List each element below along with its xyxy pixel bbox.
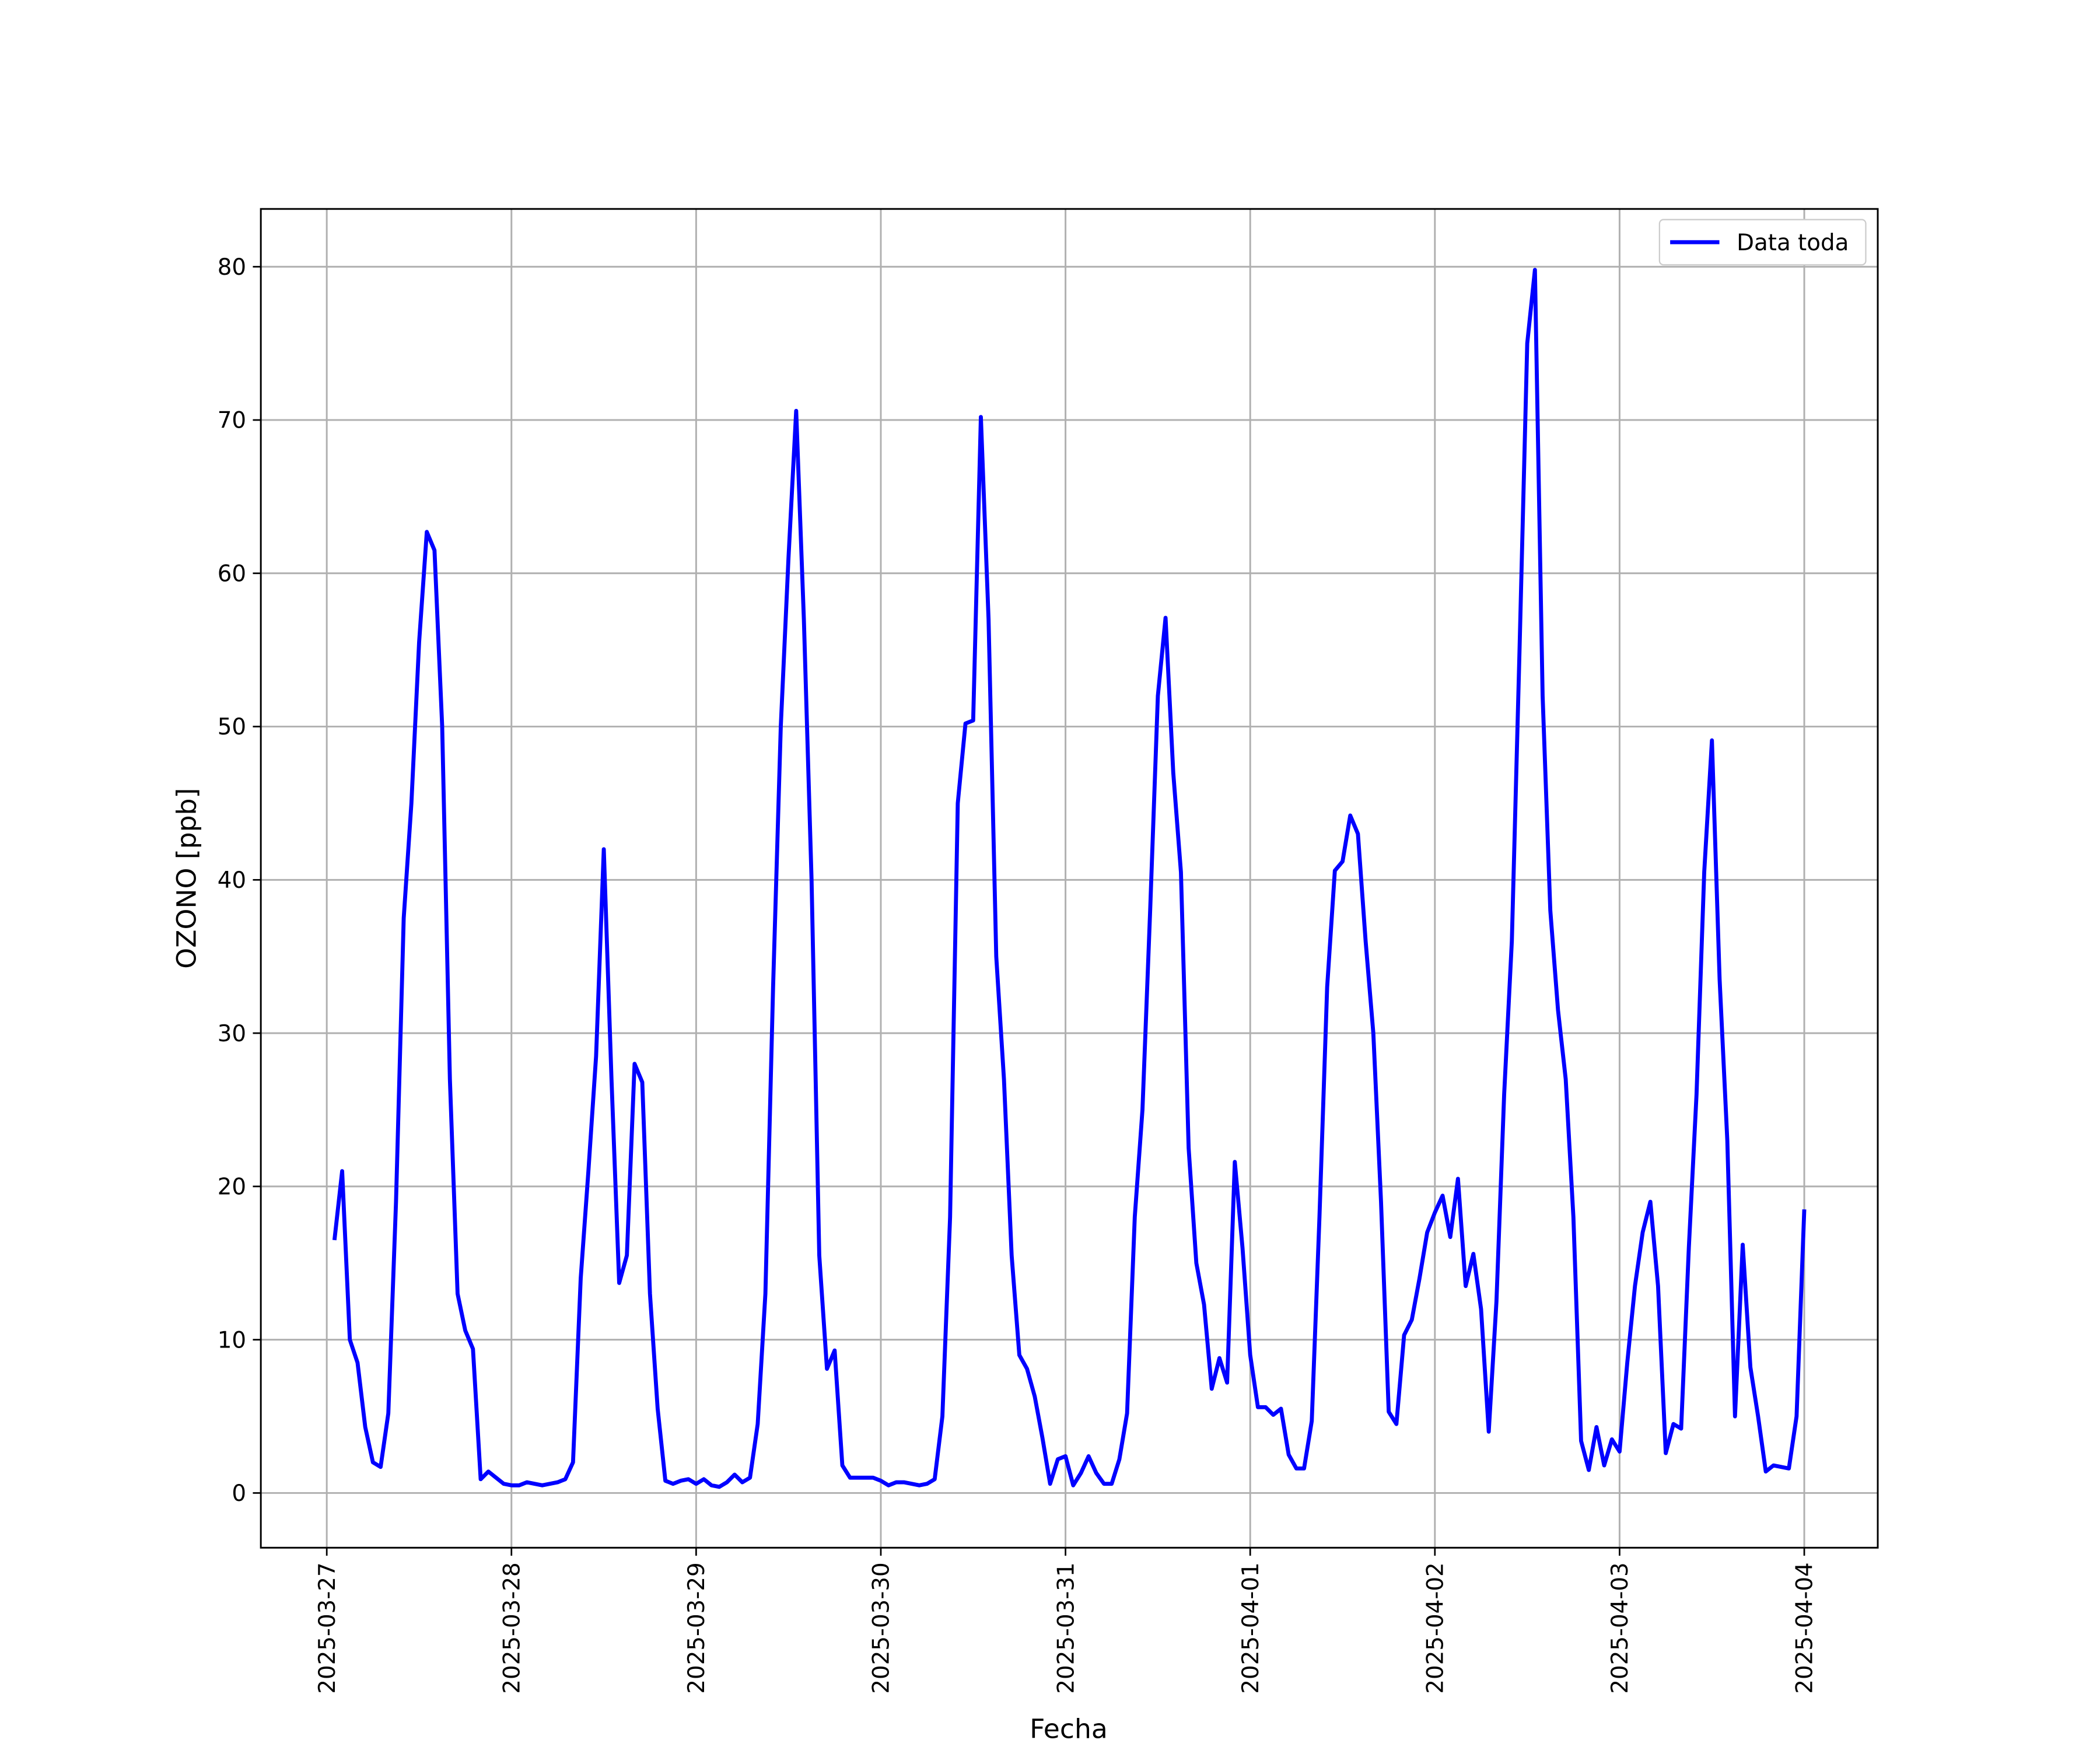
y-tick-label: 10 xyxy=(218,1327,246,1353)
y-tick-label: 80 xyxy=(218,254,246,281)
y-tick-label: 50 xyxy=(218,714,246,740)
data-line xyxy=(332,268,1807,1489)
y-tick-label: 0 xyxy=(232,1480,246,1507)
x-tick-label: 2025-04-01 xyxy=(1238,1562,1264,1693)
x-tick-label: 2025-04-03 xyxy=(1607,1562,1633,1693)
x-tick-label: 2025-03-30 xyxy=(869,1562,895,1693)
y-tick-label: 20 xyxy=(218,1174,246,1200)
x-tick-label: 2025-03-28 xyxy=(499,1562,525,1693)
y-axis-label: OZONO [ppb] xyxy=(171,788,202,969)
y-tick-label: 30 xyxy=(218,1021,246,1047)
y-tick-label: 40 xyxy=(218,867,246,894)
x-axis-label: Fecha xyxy=(1030,1713,1108,1744)
y-tick-label: 70 xyxy=(218,408,246,434)
legend-label: Data toda xyxy=(1737,230,1849,256)
legend-box xyxy=(1658,219,1867,266)
x-tick-label: 2025-03-27 xyxy=(314,1562,341,1693)
plot-frame xyxy=(260,208,1879,1549)
x-tick-label: 2025-03-29 xyxy=(684,1562,710,1693)
x-tick-label: 2025-03-31 xyxy=(1053,1562,1079,1693)
x-tick-label: 2025-04-04 xyxy=(1792,1562,1818,1693)
x-tick-label: 2025-04-02 xyxy=(1422,1562,1448,1693)
y-tick-label: 60 xyxy=(218,561,246,587)
